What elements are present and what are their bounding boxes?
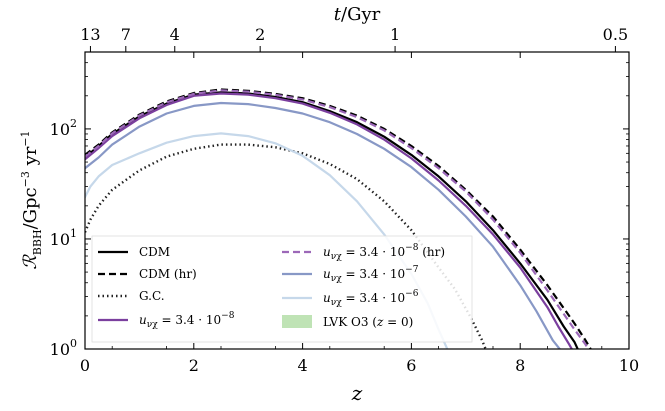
- svg-text:G.C.: G.C.: [139, 289, 165, 303]
- legend-entry-u-3.4e-6: uνχ = 3.4 · 10−6: [282, 289, 419, 308]
- svg-text:uνχ = 3.4 · 10−6: uνχ = 3.4 · 10−6: [323, 289, 419, 308]
- series-line-3: [85, 92, 574, 349]
- top-tick-label-4: 1: [390, 25, 400, 44]
- legend: CDM CDM (hr) G.C. uνχ = 3.4 · 10−8 uνχ =…: [91, 235, 473, 343]
- top-tick-label-0: 13: [80, 25, 100, 44]
- legend-entry-gc: G.C.: [98, 289, 165, 303]
- legend-entry-u-3.4e-8: uνχ = 3.4 · 10−8: [98, 311, 235, 330]
- x-tick-label-1: 2: [189, 356, 199, 375]
- y-tick-label-2: 102: [50, 117, 77, 139]
- svg-text:ℛBBH/Gpc−3 yr−1: ℛBBH/Gpc−3 yr−1: [19, 130, 44, 269]
- x-tick-label-0: 0: [80, 356, 90, 375]
- axes-layer: 0 2 4 6 8 10 13 7 4 2 1 0.5 100 101 102: [50, 25, 640, 375]
- top-tick-label-2: 4: [170, 25, 180, 44]
- top-tick-label-5: 0.5: [603, 25, 628, 44]
- svg-text:LVK O3 (z = 0): LVK O3 (z = 0): [323, 315, 413, 329]
- top-tick-label-1: 7: [121, 25, 131, 44]
- svg-text:uνχ = 3.4 · 10−8: uνχ = 3.4 · 10−8: [139, 311, 235, 330]
- svg-text:z: z: [351, 381, 363, 405]
- lvk-band-layer: [77, 153, 85, 217]
- svg-text:t/Gyr: t/Gyr: [334, 4, 381, 25]
- y-tick-label-1: 101: [50, 227, 77, 249]
- series-line-4: [85, 89, 590, 349]
- svg-text:uνχ = 3.4 · 10−7: uνχ = 3.4 · 10−7: [323, 265, 419, 284]
- y-tick-label-0: 100: [50, 337, 77, 359]
- legend-entry-cdm-hr: CDM (hr): [98, 267, 197, 281]
- lvk-o3-band: [77, 153, 85, 217]
- y-axis-title: ℛBBH/Gpc−3 yr−1: [19, 130, 44, 269]
- svg-text:uνχ = 3.4 · 10−8 (hr): uνχ = 3.4 · 10−8 (hr): [323, 243, 445, 262]
- top-axis-title: t/Gyr: [334, 4, 381, 25]
- x-tick-label-3: 6: [406, 356, 416, 375]
- legend-entry-u-3.4e-8-hr: uνχ = 3.4 · 10−8 (hr): [282, 243, 445, 262]
- legend-entry-u-3.4e-7: uνχ = 3.4 · 10−7: [282, 265, 419, 284]
- series-line-5: [85, 101, 562, 349]
- svg-text:CDM (hr): CDM (hr): [139, 267, 197, 281]
- legend-entry-lvk-o3: LVK O3 (z = 0): [282, 315, 413, 329]
- x-tick-label-2: 4: [298, 356, 308, 375]
- plot-frame: [84, 51, 630, 350]
- x-tick-label-5: 10: [619, 356, 639, 375]
- x-axis-title: z: [351, 381, 363, 405]
- top-tick-label-3: 2: [255, 25, 265, 44]
- svg-text:CDM: CDM: [139, 245, 170, 259]
- x-tick-label-4: 8: [515, 356, 525, 375]
- legend-entry-cdm: CDM: [98, 245, 170, 259]
